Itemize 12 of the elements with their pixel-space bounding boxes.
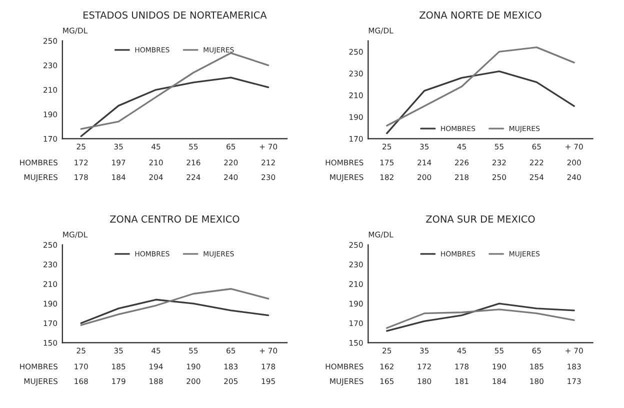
line-series [80,76,270,138]
line-series [386,70,575,134]
line-series [80,298,270,324]
chart-title: ZONA SUR DE MEXICO [426,215,535,223]
line-series [386,308,575,329]
line-series [80,288,270,326]
line-series [386,46,575,126]
chart-title: ESTADOS UNIDOS DE NORTEAMERICA [84,11,267,19]
line-series [80,52,270,130]
line-series [386,302,575,332]
chart-title: ZONA CENTRO DE MEXICO [110,215,240,223]
chart-title: ZONA NORTE DE MEXICO [420,11,542,19]
